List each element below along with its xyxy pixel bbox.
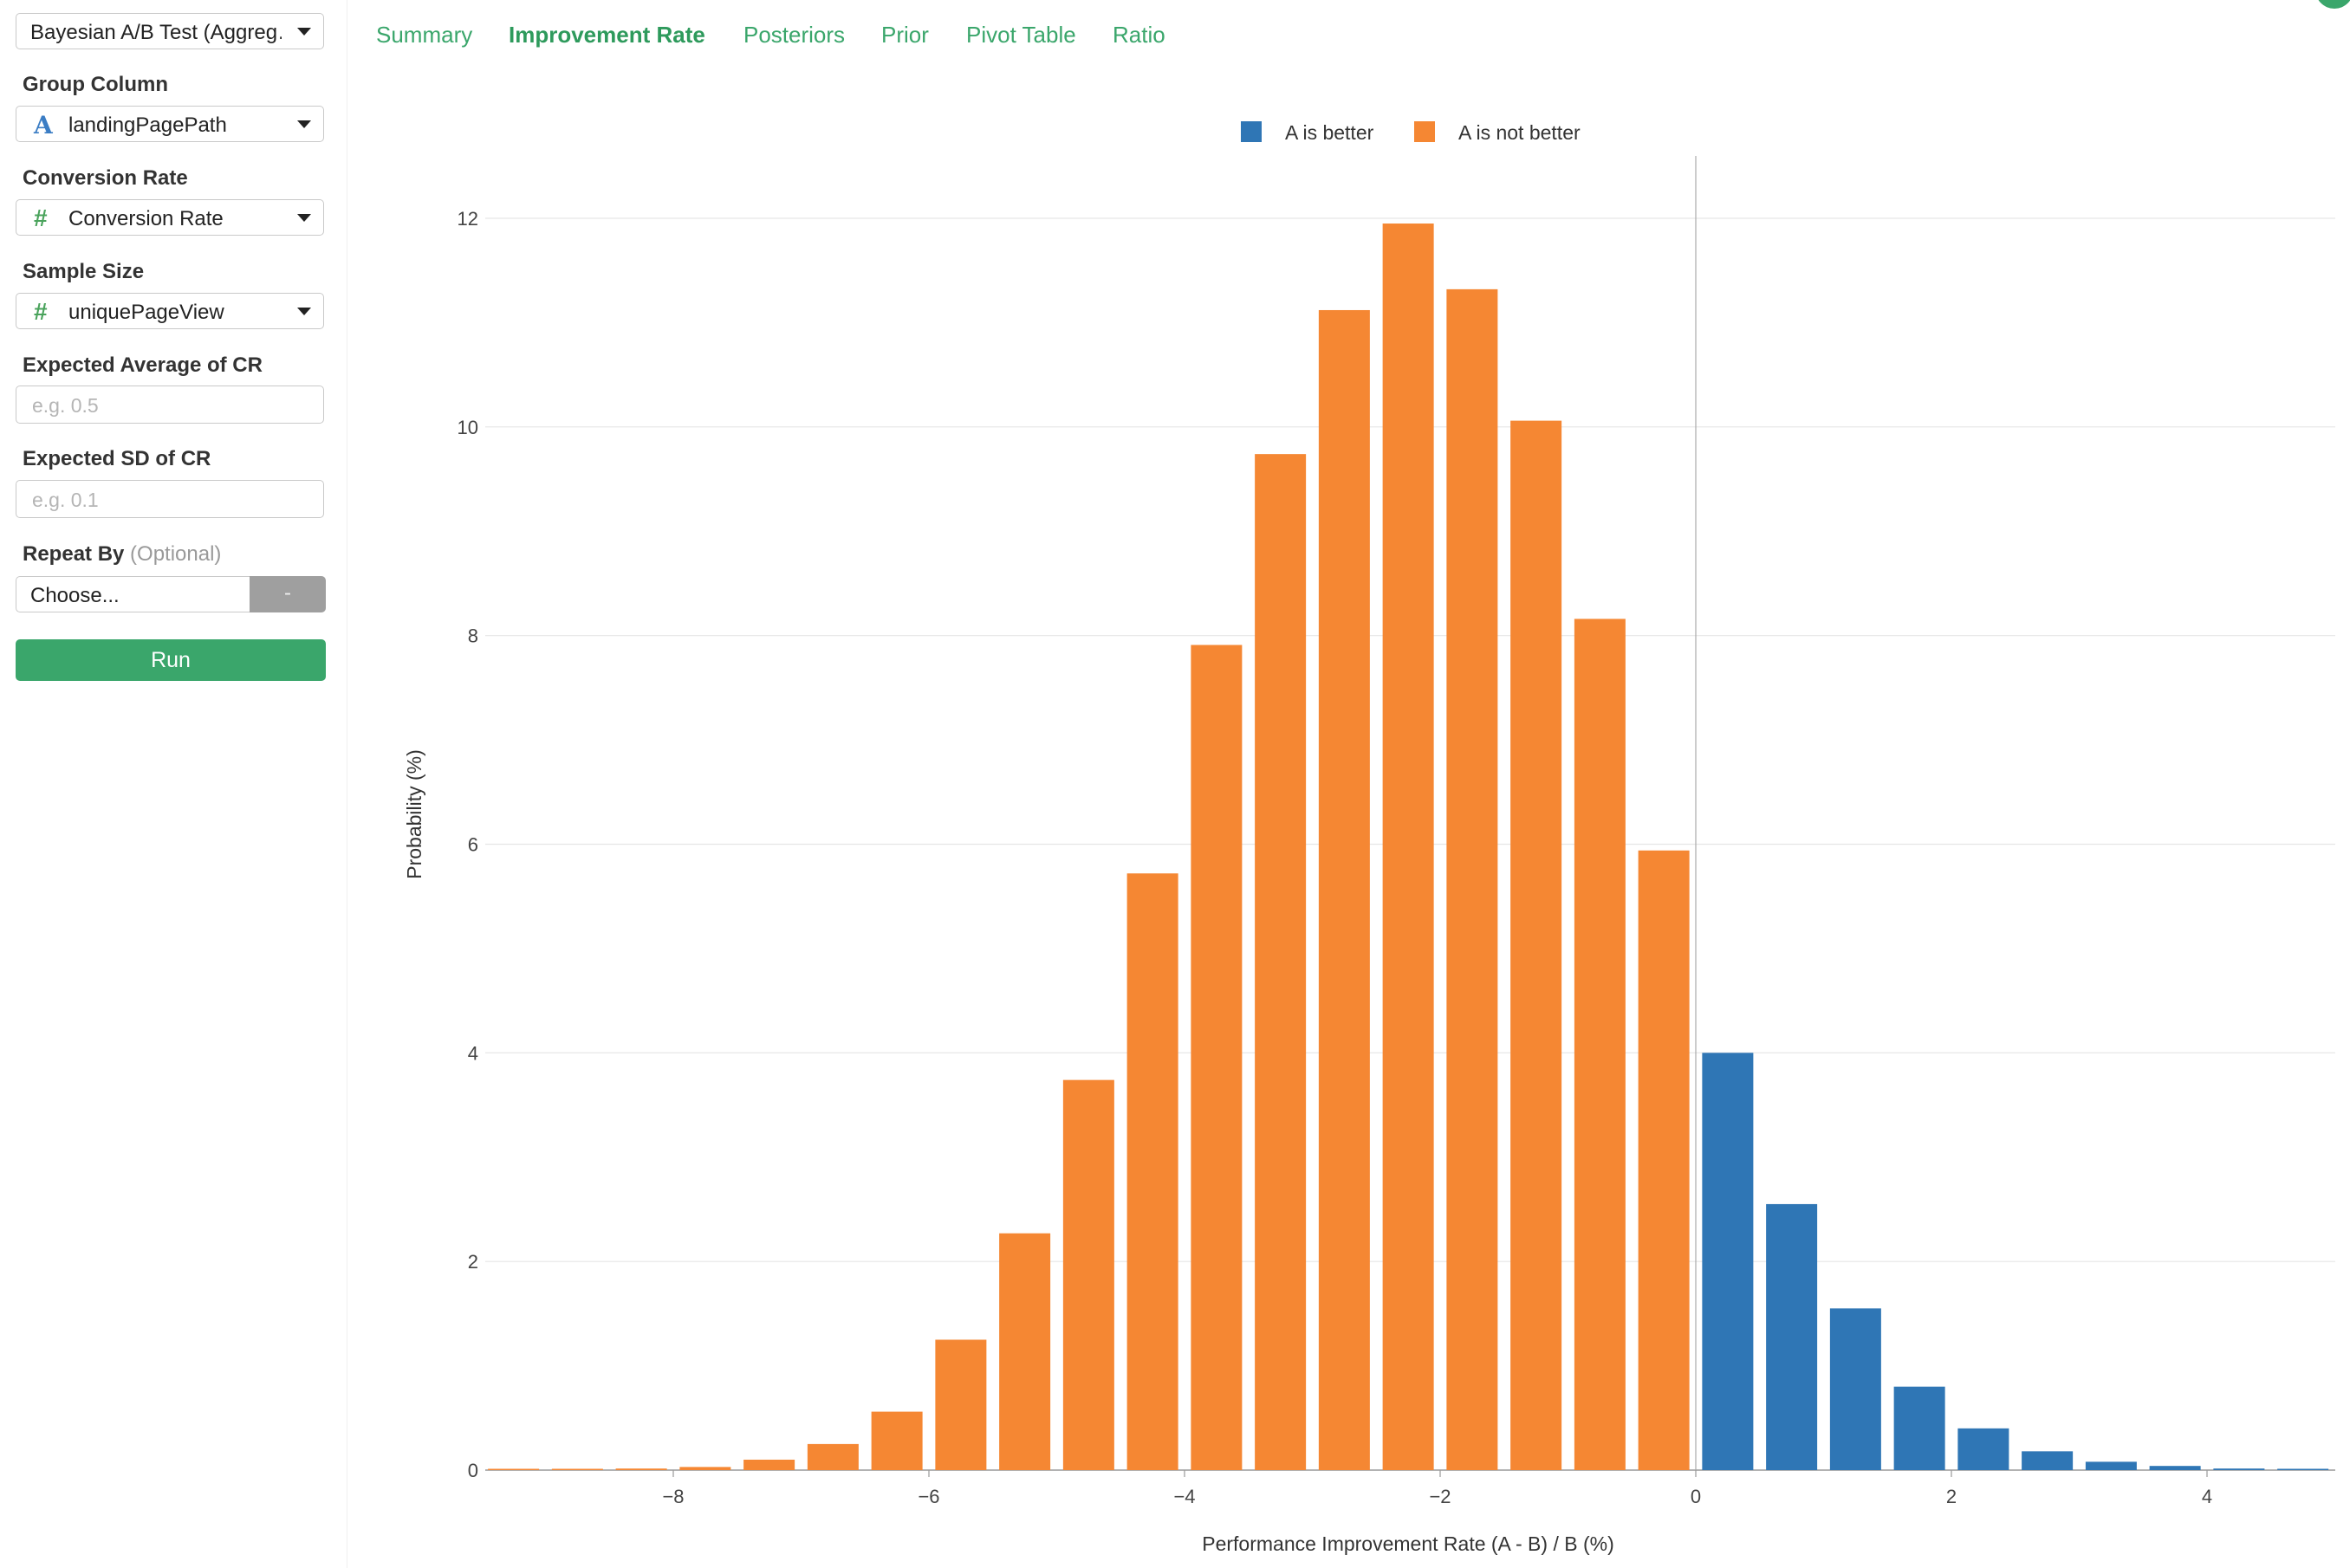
- chevron-down-icon: [297, 28, 311, 36]
- y-tick-label: 6: [468, 834, 478, 856]
- bar-a-is-better: [2213, 1468, 2265, 1470]
- user-avatar[interactable]: [2315, 0, 2350, 9]
- x-axis-ticks: −8 −6 −4 −2 0 2 4: [662, 1470, 2212, 1507]
- group-column-select[interactable]: A landingPagePath: [16, 106, 324, 142]
- bar-a-is-not-better: [1126, 873, 1178, 1470]
- repeat-by-select[interactable]: Choose...: [16, 576, 250, 612]
- bar-a-is-better: [1893, 1386, 1945, 1470]
- y-tick-label: 12: [458, 208, 478, 230]
- sample-size-value: uniquePageView: [68, 301, 224, 324]
- bar-a-is-not-better: [935, 1339, 987, 1470]
- chevron-down-icon: [297, 214, 311, 222]
- tab-prior[interactable]: Prior: [881, 22, 929, 48]
- bar-a-is-not-better: [1510, 420, 1562, 1470]
- string-icon: A: [34, 111, 53, 139]
- group-column-value: landingPagePath: [68, 113, 227, 137]
- bar-a-is-better: [1829, 1308, 1881, 1470]
- bar-a-is-not-better: [1191, 645, 1243, 1470]
- bar-a-is-better: [2085, 1461, 2137, 1470]
- chevron-down-icon: [297, 120, 311, 128]
- chevron-down-icon: [297, 308, 311, 315]
- expected-average-input[interactable]: e.g. 0.5: [16, 386, 324, 424]
- bar-a-is-not-better: [488, 1468, 540, 1470]
- bar-a-is-not-better: [1062, 1079, 1114, 1470]
- repeat-by-clear-button[interactable]: -: [250, 576, 326, 612]
- analysis-type-value: Bayesian A/B Test (Aggreg…: [30, 21, 282, 44]
- x-tick-label: −4: [1173, 1486, 1195, 1507]
- x-tick-label: −6: [918, 1486, 939, 1507]
- optional-hint: (Optional): [130, 542, 222, 566]
- bar-a-is-not-better: [871, 1411, 923, 1470]
- bar-a-is-not-better: [743, 1459, 795, 1470]
- bar-a-is-not-better: [615, 1468, 667, 1470]
- conversion-rate-label: Conversion Rate: [23, 166, 188, 190]
- y-tick-label: 0: [468, 1460, 478, 1481]
- bar-a-is-better: [2022, 1451, 2074, 1470]
- number-icon: #: [34, 204, 48, 231]
- y-tick-label: 10: [458, 417, 478, 438]
- conversion-rate-value: Conversion Rate: [68, 207, 224, 230]
- repeat-by-label: Repeat By (Optional): [23, 542, 221, 567]
- bar-a-is-better: [2149, 1466, 2201, 1470]
- bar-a-is-not-better: [679, 1467, 731, 1470]
- repeat-by-label-text: Repeat By: [23, 542, 125, 566]
- sidebar: Bayesian A/B Test (Aggreg… Group Column …: [0, 0, 347, 1568]
- bar-a-is-better: [2277, 1468, 2329, 1470]
- bar-a-is-better: [1957, 1428, 2009, 1470]
- bar-a-is-not-better: [1382, 224, 1434, 1470]
- legend-swatch-better: [1241, 121, 1262, 142]
- run-button[interactable]: Run: [16, 639, 326, 681]
- expected-sd-input[interactable]: e.g. 0.1: [16, 480, 324, 518]
- x-tick-label: 4: [2202, 1486, 2212, 1507]
- bar-a-is-not-better: [1318, 309, 1370, 1470]
- bar-a-is-not-better: [1446, 288, 1498, 1471]
- tab-ratio[interactable]: Ratio: [1113, 22, 1165, 48]
- tab-pivot-table[interactable]: Pivot Table: [966, 22, 1076, 48]
- x-tick-label: −8: [662, 1486, 684, 1507]
- y-axis-label: Probability (%): [403, 749, 425, 879]
- legend-label-not-better: A is not better: [1458, 121, 1581, 144]
- bar-a-is-not-better: [551, 1468, 603, 1470]
- sample-size-label: Sample Size: [23, 260, 145, 283]
- x-tick-label: −2: [1429, 1486, 1451, 1507]
- y-tick-label: 2: [468, 1251, 478, 1273]
- expected-average-label: Expected Average of CR: [23, 353, 263, 377]
- bar-a-is-not-better: [1638, 850, 1690, 1470]
- tab-posteriors[interactable]: Posteriors: [743, 22, 846, 48]
- conversion-rate-select[interactable]: # Conversion Rate: [16, 199, 324, 236]
- bar-a-is-better: [1766, 1203, 1818, 1470]
- bar-a-is-better: [1702, 1053, 1754, 1470]
- y-tick-label: 8: [468, 625, 478, 647]
- legend-label-better: A is better: [1285, 121, 1374, 144]
- analysis-type-select[interactable]: Bayesian A/B Test (Aggreg…: [16, 13, 324, 49]
- y-axis-ticks: 0 2 4 6 8 10 12: [458, 208, 478, 1481]
- expected-sd-label: Expected SD of CR: [23, 447, 211, 470]
- chart-bars: [488, 224, 2329, 1471]
- sample-size-select[interactable]: # uniquePageView: [16, 293, 324, 329]
- bar-a-is-not-better: [807, 1443, 859, 1470]
- x-tick-label: 0: [1691, 1486, 1701, 1507]
- tab-summary[interactable]: Summary: [376, 22, 473, 48]
- number-icon: #: [34, 298, 48, 325]
- x-axis-label: Performance Improvement Rate (A - B) / B…: [1202, 1532, 1613, 1555]
- y-tick-label: 4: [468, 1042, 478, 1064]
- tab-improvement-rate[interactable]: Improvement Rate: [509, 22, 705, 48]
- bar-a-is-not-better: [999, 1233, 1051, 1470]
- bar-a-is-not-better: [1574, 619, 1626, 1470]
- legend-swatch-not-better: [1414, 121, 1435, 142]
- bar-a-is-not-better: [1255, 454, 1307, 1471]
- group-column-label: Group Column: [23, 73, 168, 96]
- chart-legend: A is better A is not better: [1241, 121, 1581, 144]
- x-tick-label: 2: [1946, 1486, 1957, 1507]
